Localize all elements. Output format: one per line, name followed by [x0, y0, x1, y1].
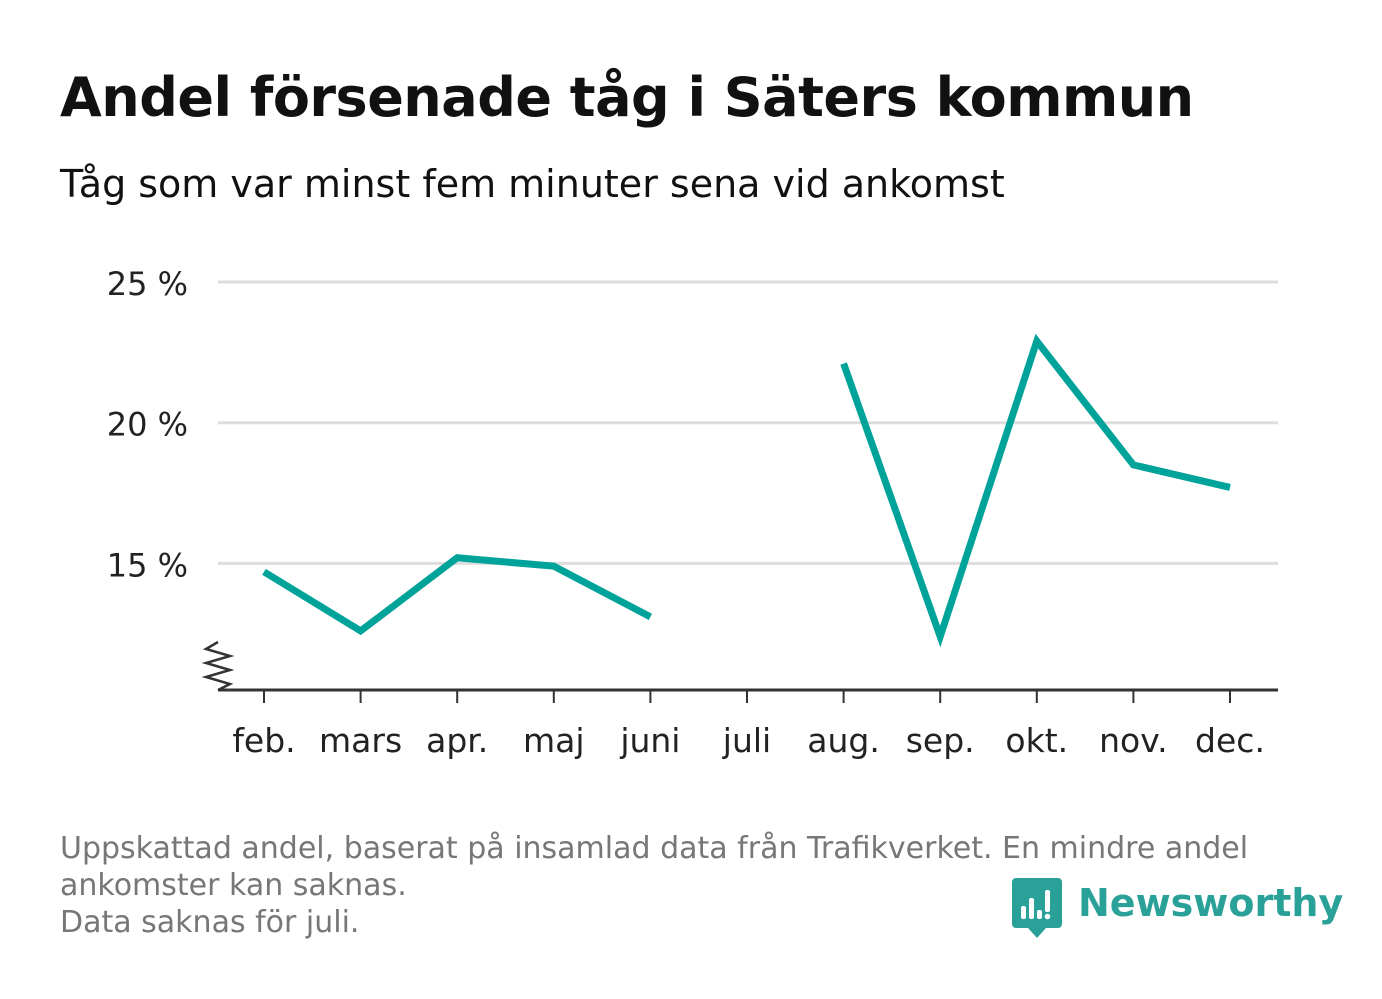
series-line — [840, 333, 1231, 648]
x-tick-label: okt. — [1005, 721, 1068, 760]
x-tick-label: mars — [319, 721, 402, 760]
footnote-line-1: Uppskattad andel, baserat på insamlad da… — [60, 831, 1249, 866]
footnote: Uppskattad andel, baserat på insamlad da… — [60, 830, 1310, 941]
x-axis-tick-labels: feb. mars apr. maj juni juli aug. sep. okt. nov. d… — [232, 721, 1265, 760]
x-tick-label: maj — [523, 721, 585, 760]
chart-subtitle: Tåg som var minst fem minuter sena vid a… — [60, 162, 1005, 206]
x-tick-label: dec. — [1195, 721, 1265, 760]
x-axis — [201, 640, 1278, 703]
x-tick-label: aug. — [807, 721, 880, 760]
footnote-line-3: Data saknas för juli. — [60, 905, 360, 940]
x-tick-label: feb. — [232, 721, 295, 760]
y-tick-label: 20 % — [107, 406, 188, 444]
brand-name: Newsworthy — [1078, 881, 1344, 925]
line-chart: 15 % 20 % 25 % feb. mars apr. maj juni juli aug.… — [107, 265, 1278, 760]
y-tick-label: 15 % — [107, 546, 188, 584]
brand-logo: Newsworthy — [1012, 878, 1343, 940]
y-axis-break-icon — [201, 640, 235, 692]
chart-title: Andel försenade tåg i Säters kommun — [60, 66, 1194, 129]
y-axis-tick-labels: 15 % 20 % 25 % — [107, 265, 188, 584]
series-lines — [262, 333, 1231, 648]
x-tick-label: juni — [619, 721, 680, 760]
series-line — [262, 554, 653, 636]
y-tick-label: 25 % — [107, 265, 188, 303]
x-tick-label: sep. — [906, 721, 975, 760]
gridlines — [218, 280, 1278, 565]
x-tick-label: nov. — [1099, 721, 1168, 760]
footnote-line-2: ankomster kan saknas. — [60, 868, 407, 903]
newsworthy-logo-icon — [1012, 878, 1062, 938]
x-tick-label: apr. — [426, 721, 488, 760]
x-tick-label: juli — [722, 721, 771, 760]
